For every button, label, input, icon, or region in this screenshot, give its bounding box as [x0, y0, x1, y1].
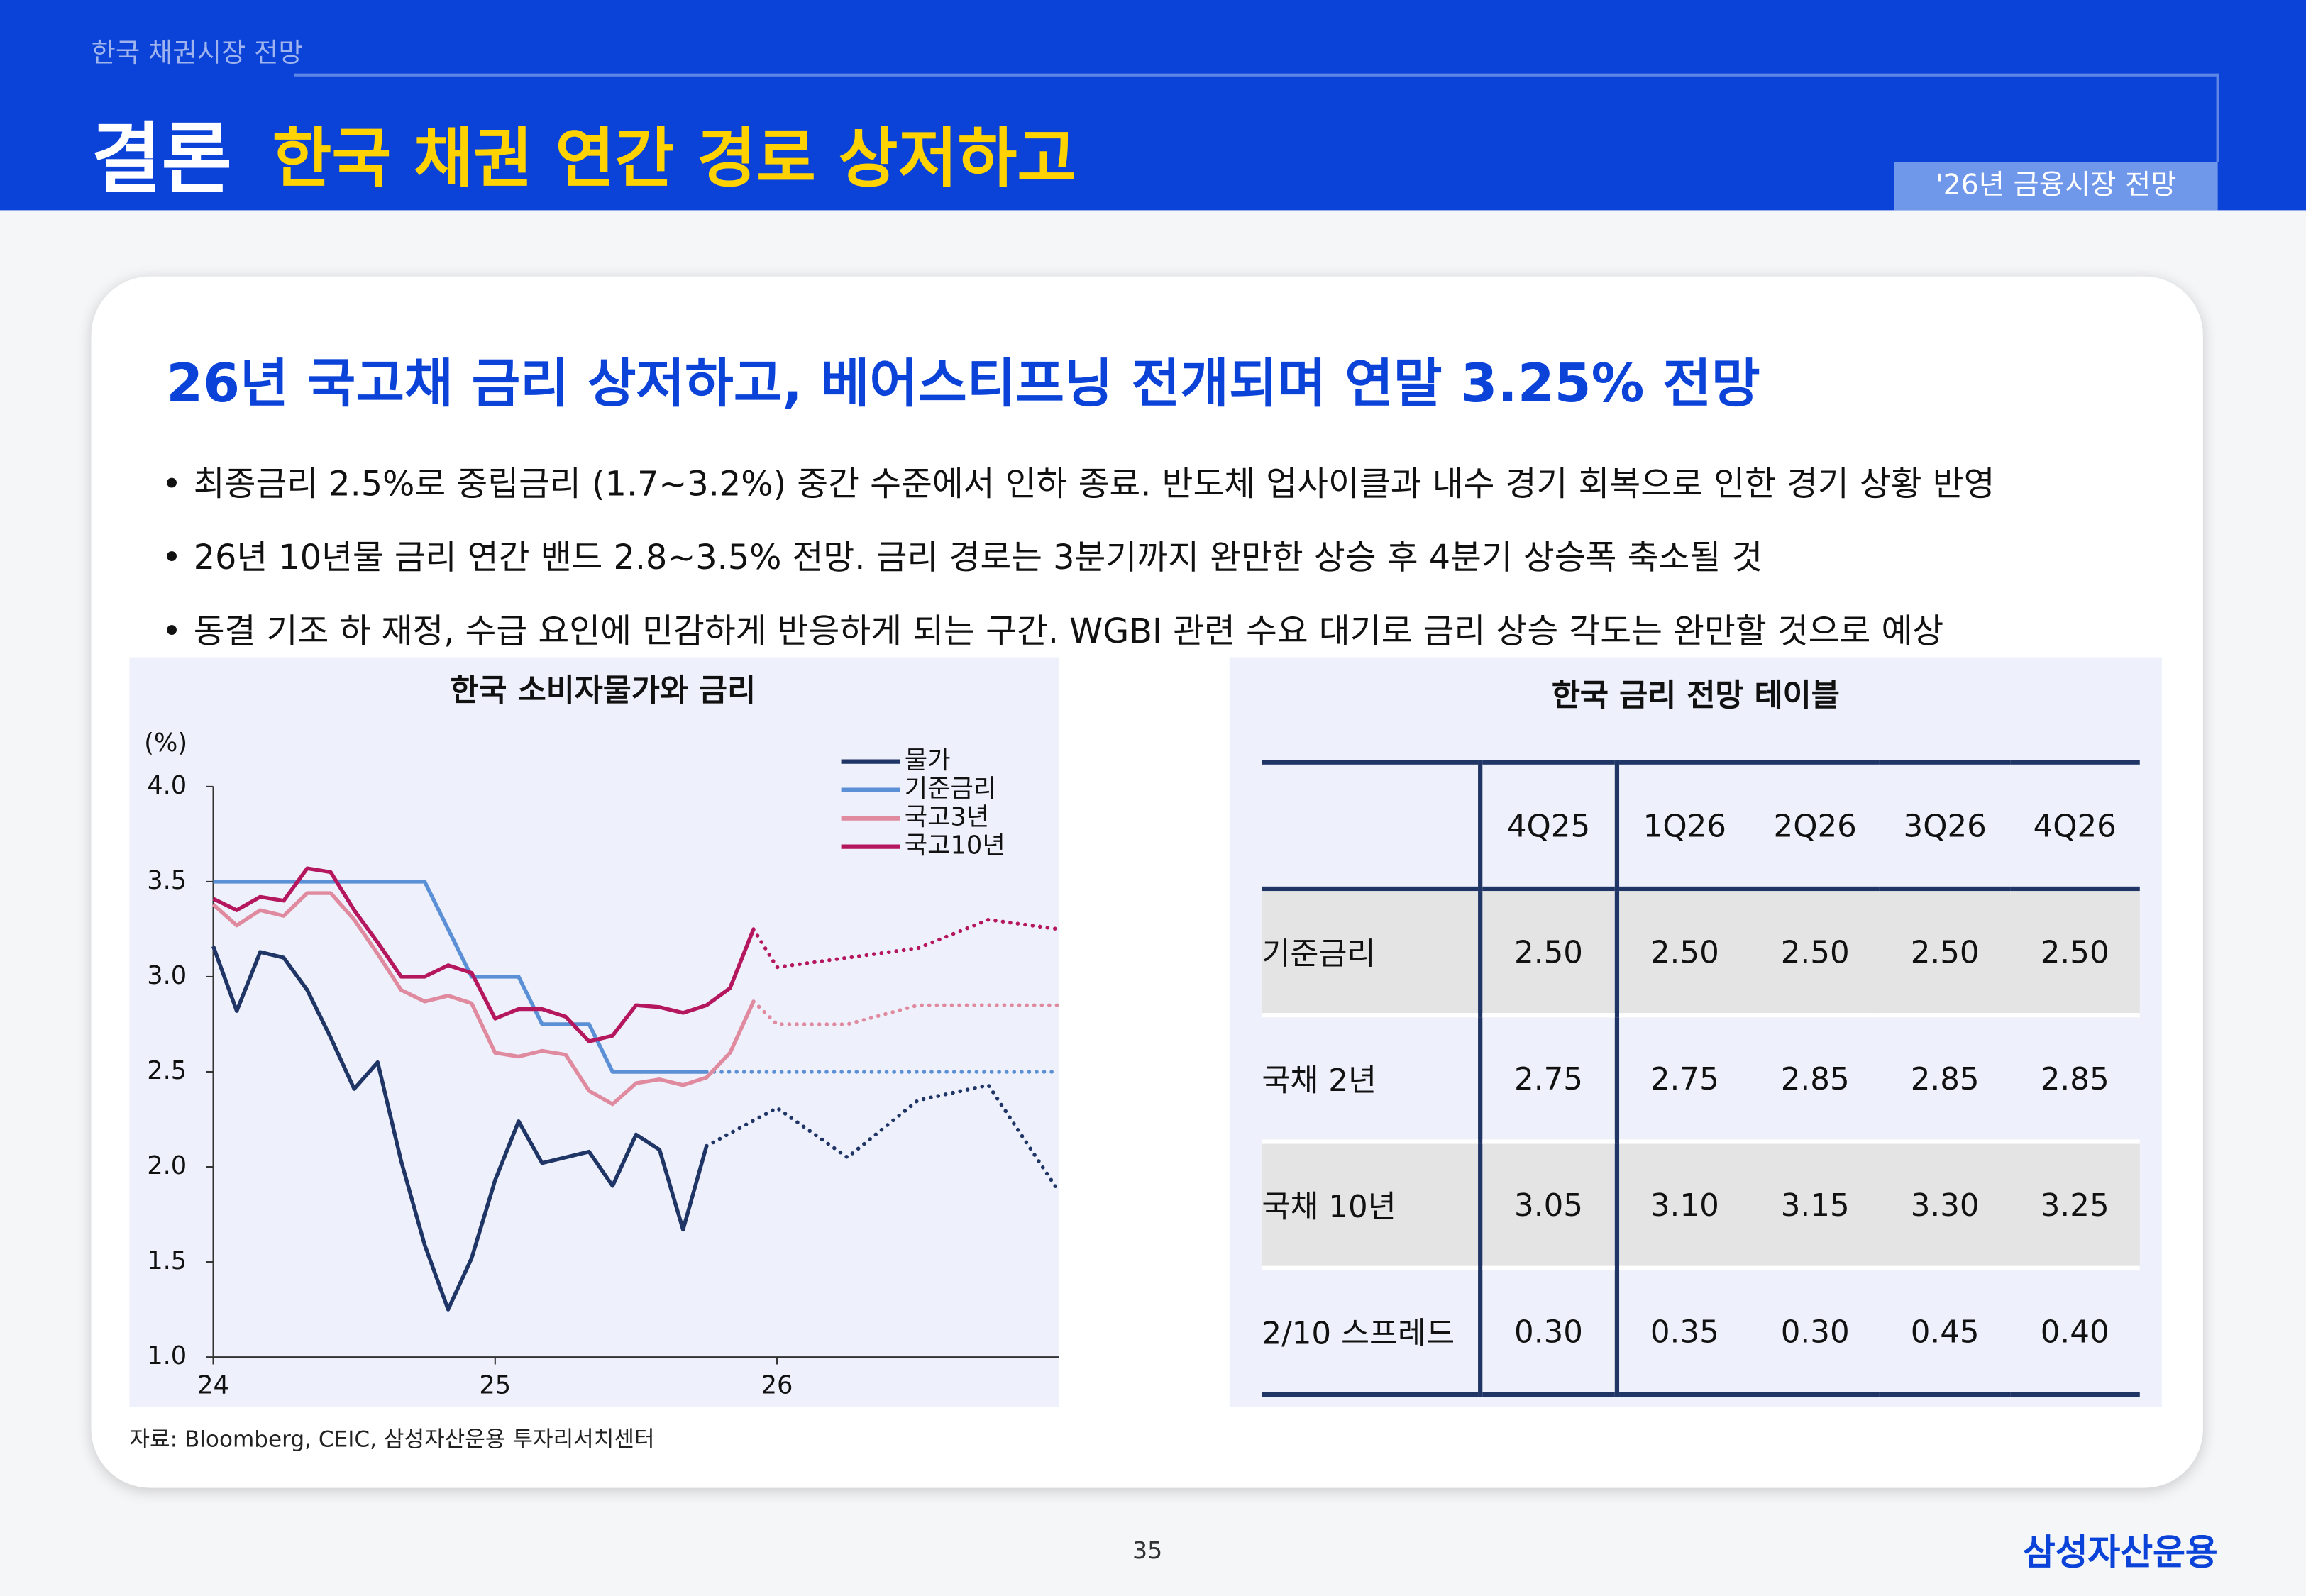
- row-label: 국채 10년: [1262, 1141, 1483, 1268]
- header-tag: '26년 금융시장 전망: [1894, 161, 2218, 211]
- column-header: 2Q26: [1773, 807, 1857, 843]
- chart-panel: 한국 소비자물가와 금리 (%) 1.0 1.5 2.0 2.5 3.0 3.5 4.0 24…: [129, 657, 1059, 1407]
- table-cell: 2.50: [1780, 934, 1850, 970]
- bullet: 최종금리 2.5%로 중립금리 (1.7~3.2%) 중간 수준에서 인하 종료…: [162, 456, 1995, 506]
- legend-label: 기준금리: [905, 775, 997, 804]
- table-panel: 한국 금리 전망 테이블 4Q25 1Q26 2Q26 3Q26 4Q26 기준금리 2.5…: [1229, 657, 2162, 1407]
- table-cell: 2.50: [1480, 888, 1619, 1016]
- y-tick-label: 2.0: [147, 1151, 187, 1180]
- table-cell: 2.75: [1480, 1015, 1619, 1142]
- table-cell: 2.50: [1650, 934, 1719, 970]
- section-label: 한국 채권시장 전망: [91, 38, 303, 70]
- y-tick-label: 2.5: [147, 1056, 187, 1085]
- table-cell: 2.75: [1650, 1060, 1719, 1097]
- table-cell: 2.50: [2040, 934, 2109, 970]
- table-cell: 0.30: [1480, 1268, 1619, 1395]
- table-cell: 0.40: [2040, 1313, 2109, 1349]
- header-subtitle: 한국 채권 연간 경로 상저하고: [272, 122, 1077, 197]
- forecast-line: [751, 999, 1059, 1026]
- legend-label: 국고3년: [905, 803, 990, 832]
- table-cell: 3.25: [2040, 1187, 2109, 1223]
- frame-line: [294, 73, 2219, 162]
- y-tick-label: 4.0: [147, 771, 187, 800]
- chart: 한국 소비자물가와 금리 (%) 1.0 1.5 2.0 2.5 3.0 3.5 4.0 24…: [144, 673, 1059, 1400]
- column-header: 1Q26: [1643, 807, 1727, 843]
- y-tick-label: 3.0: [147, 961, 187, 990]
- y-tick-label: 1.5: [147, 1246, 187, 1275]
- headline: 26년 국고채 금리 상저하고, 베어스티프닝 전개되며 연말 3.25% 전망: [166, 354, 1760, 415]
- row-label: 국채 2년: [1262, 1015, 1483, 1142]
- x-tick-label: 25: [479, 1371, 511, 1400]
- y-tick-label: 3.5: [147, 866, 187, 895]
- header-row: 4Q25 1Q26 2Q26 3Q26 4Q26: [1262, 762, 2140, 889]
- page-number: 35: [1132, 1536, 1163, 1565]
- table-cell: 2.50: [1910, 934, 1980, 970]
- table-cell: 2.85: [1910, 1060, 1980, 1097]
- table-cell: 3.30: [1910, 1187, 1980, 1223]
- row-label: 기준금리: [1262, 888, 1483, 1016]
- table-row: 기준금리 2.50 2.50 2.50 2.50 2.50: [1262, 888, 2140, 1016]
- table-row: 2/10 스프레드 0.30 0.35 0.30 0.45 0.40: [1262, 1268, 2140, 1395]
- table-cell: 0.30: [1780, 1313, 1850, 1349]
- source: 자료: Bloomberg, CEIC, 삼성자산운용 투자리서치센터: [129, 1426, 655, 1453]
- bullet: 동결 기조 하 재정, 수급 요인에 민감하게 반응하게 되는 구간. WGBI…: [162, 603, 1944, 653]
- chart-title: 한국 소비자물가와 금리: [450, 673, 756, 709]
- y-tick-label: 1.0: [147, 1341, 187, 1370]
- header-title: 결론: [91, 116, 232, 205]
- series-line: [211, 946, 709, 1312]
- column-header: 4Q26: [2033, 807, 2117, 843]
- x-tick-label: 26: [761, 1371, 793, 1400]
- bullet: 26년 10년물 금리 연간 밴드 2.8~3.5% 전망. 금리 경로는 3분…: [162, 529, 1763, 579]
- column-header: 3Q26: [1903, 807, 1987, 843]
- logo: 삼성자산운용: [2023, 1531, 2218, 1573]
- table-cell: 0.45: [1910, 1313, 1980, 1349]
- header-bar: 한국 채권시장 전망 결론 한국 채권 연간 경로 상저하고 '26년 금융시장…: [0, 0, 2306, 211]
- table-title: 한국 금리 전망 테이블: [1551, 677, 1840, 714]
- legend-label: 물가: [905, 746, 951, 775]
- table-cell: 3.05: [1480, 1141, 1619, 1268]
- row-label: 2/10 스프레드: [1262, 1268, 1483, 1395]
- series-line: [212, 866, 756, 1043]
- x-tick-label: 24: [197, 1371, 229, 1400]
- table-row: 국채 2년 2.75 2.75 2.85 2.85 2.85: [1262, 1015, 2140, 1142]
- table-cell: 3.15: [1780, 1187, 1850, 1223]
- column-header: 4Q25: [1480, 762, 1619, 889]
- forecast-line: [751, 917, 1059, 970]
- table-cell: 2.85: [1780, 1060, 1850, 1097]
- y-axis-label: (%): [144, 728, 187, 758]
- series-line: [211, 891, 756, 1107]
- forecast-line: [705, 1082, 1059, 1194]
- table-cell: 3.10: [1650, 1187, 1719, 1223]
- corner-cell: [1262, 762, 1483, 889]
- series-line: [213, 880, 707, 1074]
- legend-label: 국고10년: [905, 831, 1005, 860]
- table-cell: 2.85: [2040, 1060, 2109, 1097]
- rate-table: 4Q25 1Q26 2Q26 3Q26 4Q26 기준금리 2.50 2.50 2.50 2.50…: [1262, 760, 2140, 1397]
- table-cell: 0.35: [1650, 1313, 1719, 1349]
- table-row: 국채 10년 3.05 3.10 3.15 3.30 3.25: [1262, 1141, 2140, 1268]
